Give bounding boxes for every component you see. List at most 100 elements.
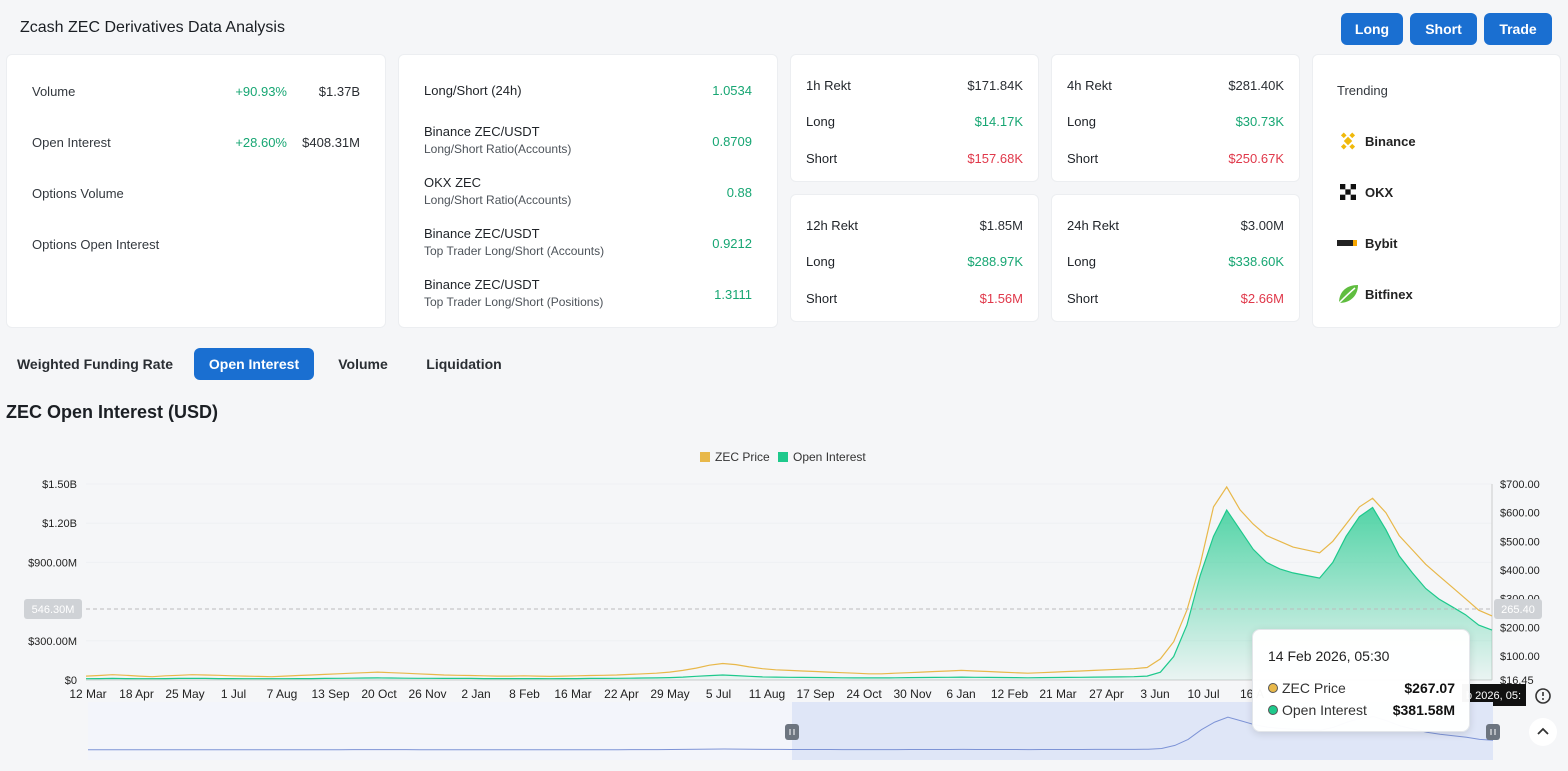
rekt-total: $3.00M <box>1240 218 1284 233</box>
rekt-long-value: $338.60K <box>1228 254 1284 269</box>
trending-item-label: OKX <box>1365 184 1394 200</box>
crosshair-date-badge <box>1462 684 1526 706</box>
x-tick-label: 25 May <box>165 687 204 701</box>
left-tick-label: $900.00M <box>28 557 77 569</box>
trending-item-bitfinex[interactable]: Bitfinex <box>1337 283 1413 305</box>
ratio-label: OKX ZEC <box>424 175 482 190</box>
tab-volume[interactable]: Volume <box>338 356 388 372</box>
crosshair-date-label: b 2026, 05: <box>1466 690 1521 702</box>
tooltip-oi-label: Open Interest <box>1282 702 1367 718</box>
bitfinex-icon <box>1337 283 1359 305</box>
ratio-value: 0.8709 <box>712 134 752 149</box>
tooltip-date: 14 Feb 2026, 05:30 <box>1268 648 1390 664</box>
crosshair-left-badge <box>24 599 82 619</box>
x-tick-label: 21 Mar <box>1039 687 1076 701</box>
rekt-card-12h: 12h Rekt $1.85M Long $288.97K Short $1.5… <box>790 194 1039 322</box>
legend-swatch-price <box>700 452 710 462</box>
right-tick-label: $200.00 <box>1500 622 1540 634</box>
bybit-icon <box>1337 232 1359 254</box>
rekt-title: 1h Rekt <box>806 78 851 93</box>
overview-label: Volume <box>32 83 76 99</box>
right-tick-label: $600.00 <box>1500 508 1540 520</box>
left-tick-label: $1.20B <box>42 518 77 530</box>
rekt-card-1h: 1h Rekt $171.84K Long $14.17K Short $157… <box>790 54 1039 182</box>
chart-tooltip: 14 Feb 2026, 05:30 ZEC Price $267.07 Ope… <box>1252 629 1470 732</box>
x-tick-label: 20 Oct <box>361 687 397 701</box>
ratio-value: 1.0534 <box>712 83 752 98</box>
rekt-short-value: $157.68K <box>967 151 1023 166</box>
rekt-title: 4h Rekt <box>1067 78 1112 93</box>
tooltip-price-value: $267.07 <box>1404 680 1455 696</box>
overview-row-options-oi: Options Open Interest <box>7 236 385 252</box>
rekt-short-value: $2.66M <box>1240 291 1284 306</box>
tooltip-oi-dot <box>1268 705 1278 715</box>
ratio-sub: Long/Short Ratio(Accounts) <box>424 193 572 207</box>
navigator-handle-left[interactable] <box>785 724 799 740</box>
right-tick-label: $400.00 <box>1500 565 1540 577</box>
trade-button[interactable]: Trade <box>1484 13 1552 45</box>
navigator-handle-right[interactable] <box>1486 724 1500 740</box>
overview-card: Volume +90.93% $1.37B Open Interest +28.… <box>6 54 386 328</box>
rekt-short-label: Short <box>1067 291 1099 306</box>
x-tick-label: 5 Jul <box>706 687 731 701</box>
crosshair-right-badge <box>1494 599 1542 619</box>
trending-item-label: Binance <box>1365 133 1416 149</box>
ratio-sub: Top Trader Long/Short (Positions) <box>424 295 604 309</box>
page-title: Zcash ZEC Derivatives Data Analysis <box>20 19 285 36</box>
rekt-long-label: Long <box>806 254 835 269</box>
rekt-total: $281.40K <box>1228 78 1284 93</box>
rekt-short-label: Short <box>806 151 838 166</box>
short-button[interactable]: Short <box>1410 13 1477 45</box>
trending-item-bybit[interactable]: Bybit <box>1337 232 1398 254</box>
legend-oi[interactable]: Open Interest <box>793 450 866 464</box>
ratio-item: OKX ZEC Long/Short Ratio(Accounts) <box>424 175 571 207</box>
overview-label: Options Open Interest <box>32 236 160 252</box>
x-tick-label: 22 Apr <box>604 687 639 701</box>
right-tick-label: $500.00 <box>1500 536 1540 548</box>
series-price-line <box>85 485 1493 678</box>
right-tick-label: $100.00 <box>1500 651 1540 663</box>
ratio-label: Binance ZEC/USDT <box>424 277 540 292</box>
x-tick-label: 10 Jul <box>1187 687 1219 701</box>
ratio-item: Binance ZEC/USDT Top Trader Long/Short (… <box>424 226 604 258</box>
trending-card: Trending Binance OKX Bybit Bitfinex <box>1312 54 1561 328</box>
overview-row-volume: Volume +90.93% $1.37B <box>7 83 385 99</box>
tab-liquidation[interactable]: Liquidation <box>426 356 502 372</box>
x-tick-label: 24 Oct <box>846 687 882 701</box>
series-open-interest-line <box>85 506 1493 680</box>
okx-icon <box>1337 181 1359 203</box>
tab-open-interest[interactable]: Open Interest <box>194 348 314 380</box>
ratio-sub: Long/Short Ratio(Accounts) <box>424 142 572 156</box>
x-tick-label: 26 Nov <box>408 687 446 701</box>
trending-item-label: Bybit <box>1365 235 1398 251</box>
trending-item-binance[interactable]: Binance <box>1337 130 1416 152</box>
x-tick-label: 13 Sep <box>311 687 349 701</box>
tooltip-oi-value: $381.58M <box>1392 702 1455 718</box>
trending-item-okx[interactable]: OKX <box>1337 181 1393 203</box>
overview-label: Open Interest <box>32 134 111 150</box>
chart-title: ZEC Open Interest (USD) <box>6 402 219 422</box>
rekt-title: 24h Rekt <box>1067 218 1120 233</box>
scroll-top-button[interactable] <box>1529 718 1557 746</box>
x-tick-label: 6 Jan <box>946 687 975 701</box>
x-tick-label: 3 Jun <box>1140 687 1169 701</box>
legend-price[interactable]: ZEC Price <box>715 450 770 464</box>
ratio-sub: Top Trader Long/Short (Accounts) <box>424 244 605 258</box>
history-button[interactable] <box>1529 682 1557 710</box>
rekt-long-label: Long <box>806 114 835 129</box>
legend-swatch-oi <box>778 452 788 462</box>
rekt-card-24h: 24h Rekt $3.00M Long $338.60K Short $2.6… <box>1051 194 1300 322</box>
trending-item-label: Bitfinex <box>1365 286 1413 302</box>
rekt-short-value: $1.56M <box>979 291 1023 306</box>
long-button[interactable]: Long <box>1341 13 1403 45</box>
ratio-item: Binance ZEC/USDT Long/Short Ratio(Accoun… <box>424 124 571 156</box>
rekt-long-label: Long <box>1067 254 1096 269</box>
rekt-short-value: $250.67K <box>1228 151 1284 166</box>
tab-weighted-funding-rate[interactable]: Weighted Funding Rate <box>16 356 174 372</box>
tooltip-row-oi: Open Interest <box>1268 702 1367 718</box>
ratio-value: 0.88 <box>726 185 752 200</box>
rekt-long-value: $288.97K <box>967 254 1023 269</box>
x-tick-label: 18 Apr <box>119 687 154 701</box>
rekt-title: 12h Rekt <box>806 218 859 233</box>
x-tick-label: 12 Mar <box>69 687 106 701</box>
